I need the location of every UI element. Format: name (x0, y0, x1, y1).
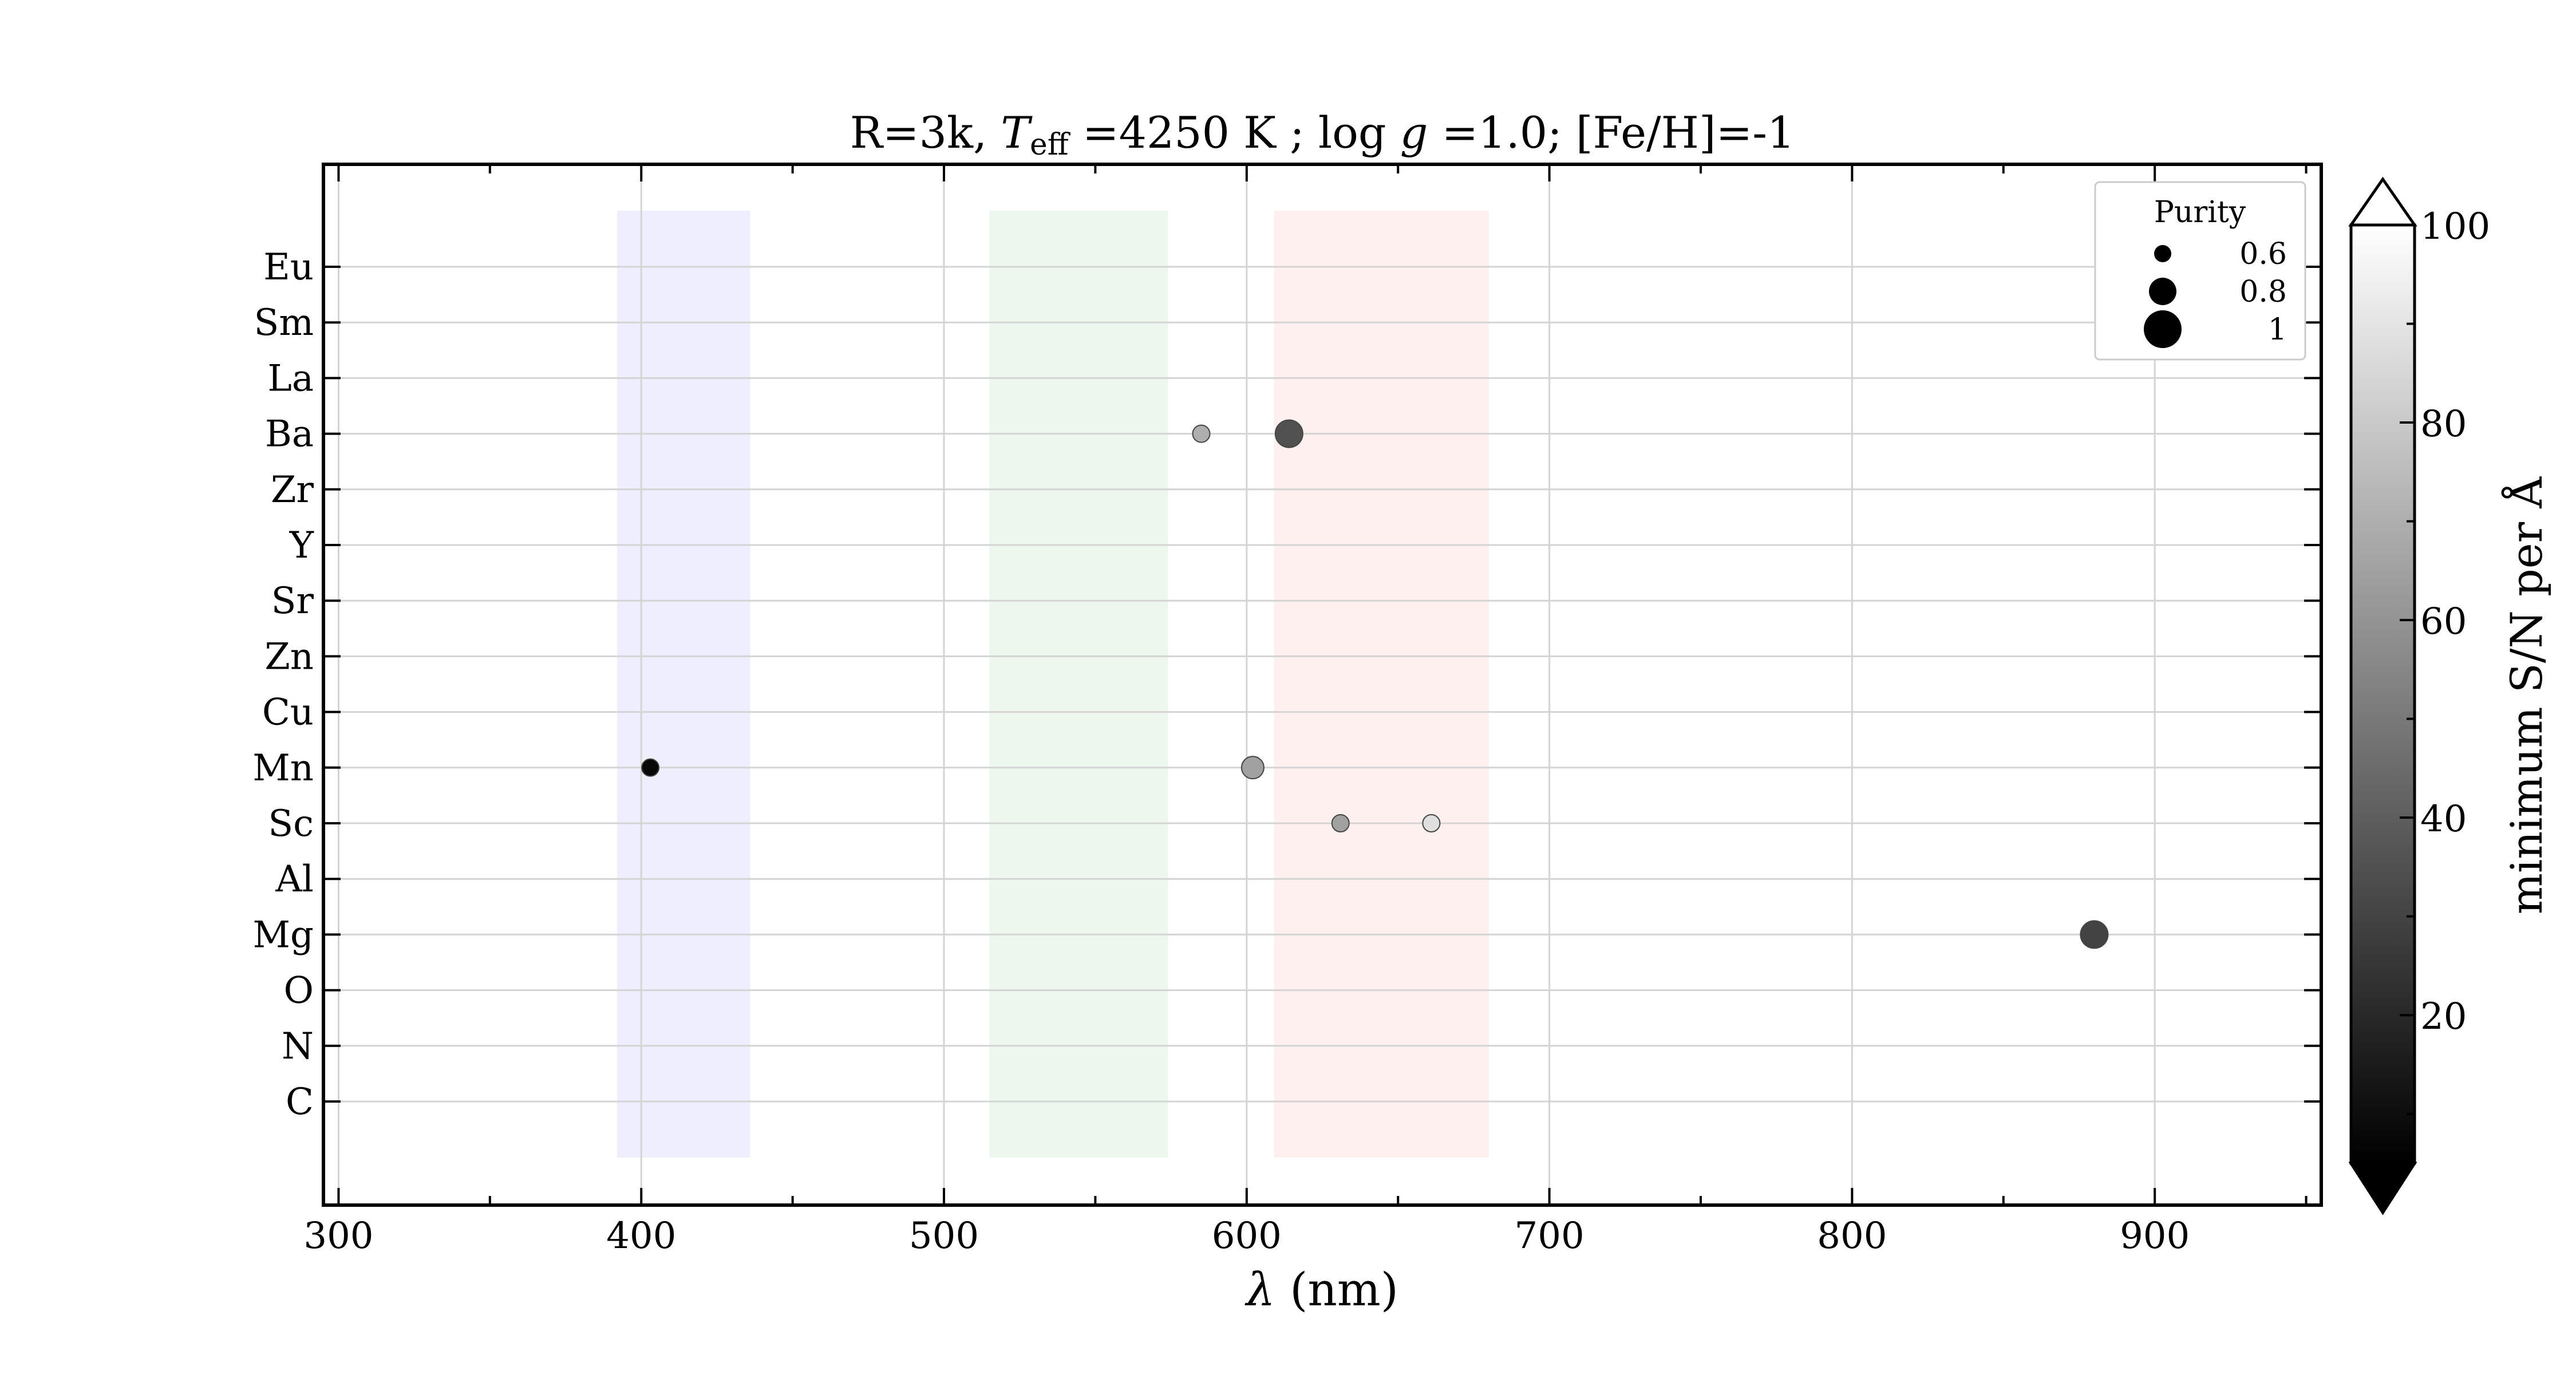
colorbar-tick-label: 20 (2420, 996, 2467, 1038)
colorbar-tick-label: 80 (2420, 403, 2467, 445)
y-tick-label-Zn: Zn (264, 635, 314, 678)
wavelength-bands (617, 211, 1489, 1158)
legend-marker (2149, 278, 2176, 305)
x-tick-label: 800 (1817, 1215, 1887, 1257)
data-points (641, 419, 2109, 949)
y-tick-label-Mg: Mg (253, 914, 314, 956)
x-tick-label: 400 (606, 1215, 676, 1257)
y-tick-label-Mn: Mn (252, 747, 314, 789)
data-point-Ba (1274, 419, 1303, 448)
y-tick-label-Ba: Ba (265, 413, 314, 456)
colorbar-gradient (2351, 225, 2415, 1163)
colorbar-label: minimum S/N per Å (2500, 476, 2552, 914)
wavelength-band-1 (617, 211, 750, 1158)
y-tick-label-Al: Al (275, 858, 314, 901)
x-tick-label: 300 (303, 1215, 373, 1257)
y-tick-label-Sm: Sm (254, 302, 314, 344)
x-tick-label: 700 (1515, 1215, 1585, 1257)
legend-box (2094, 181, 2306, 361)
y-tick-label-Zr: Zr (271, 469, 314, 511)
colorbar-tick-label: 60 (2420, 601, 2467, 643)
x-tick-label: 600 (1212, 1215, 1282, 1257)
data-point-Ba (1192, 424, 1211, 443)
y-tick-label-Y: Y (289, 524, 314, 567)
plot-frame (322, 163, 2323, 1207)
colorbar-frame (2349, 223, 2416, 1165)
legend-title: Purity (2154, 195, 2246, 230)
wavelength-band-3 (1274, 211, 1489, 1158)
data-point-Sc (1331, 814, 1350, 832)
legend-label: 0.6 (2239, 237, 2287, 271)
x-tick-label: 900 (2120, 1215, 2190, 1257)
y-tick-label-C: C (286, 1081, 314, 1123)
data-point-Mg (2080, 920, 2109, 949)
legend-marker (2144, 310, 2182, 348)
y-tick-label-La: La (267, 357, 314, 400)
y-tick-label-Sr: Sr (271, 580, 314, 622)
colorbar-tick-label: 100 (2420, 206, 2490, 248)
x-axis-label: λ (nm) (1244, 1263, 1398, 1316)
legend-marker (2154, 245, 2171, 262)
x-tick-label: 500 (909, 1215, 979, 1257)
chart-title: R=3k, Teff =4250 K ; log g =1.0; [Fe/H]=… (850, 107, 1795, 162)
y-tick-label-N: N (282, 1025, 314, 1068)
colorbar-extend-max (2348, 176, 2417, 227)
y-tick-label-O: O (284, 970, 314, 1012)
data-point-Mn (641, 758, 660, 777)
legend-label: 0.8 (2239, 275, 2287, 309)
colorbar: 20 40 60 80 100 minimum S/N per Å (2348, 176, 2552, 1215)
data-point-Sc (1422, 814, 1441, 832)
axis-ticks: 300 400 500 600 700 800 900 CNO Mg Al Sc Mn Cu Zn Sr YZ… (252, 164, 2321, 1257)
y-tick-label-Sc: Sc (268, 803, 314, 845)
y-tick-label-Eu: Eu (263, 246, 314, 289)
y-tick-label-Cu: Cu (262, 692, 314, 734)
legend: Purity 0.6 0.8 1 (2094, 181, 2306, 361)
colorbar-tick-label: 40 (2420, 798, 2467, 840)
legend-label: 1 (2268, 313, 2287, 347)
colorbar-extend-min (2348, 1162, 2417, 1215)
data-point-Mn (1240, 756, 1265, 780)
wavelength-band-2 (989, 211, 1168, 1158)
grid (323, 164, 2321, 1205)
